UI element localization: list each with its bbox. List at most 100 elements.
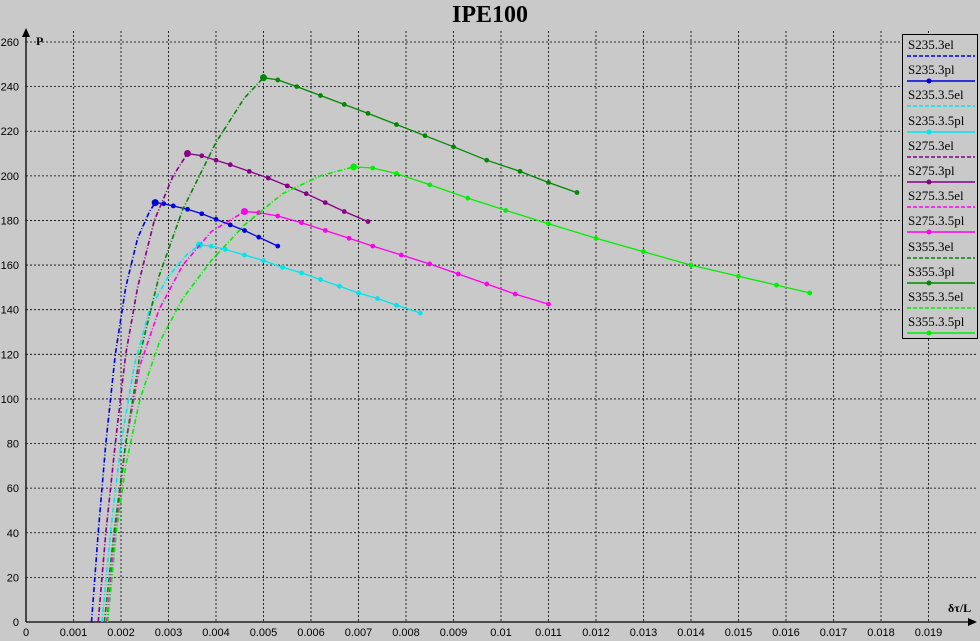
legend-item: S235.3.5pl bbox=[907, 113, 977, 138]
x-tick-label: 0.019 bbox=[915, 627, 943, 639]
y-tick-label: 200 bbox=[1, 171, 19, 183]
legend-label: S275.3.5el bbox=[908, 188, 964, 204]
data-point bbox=[593, 235, 599, 241]
x-tick-label: 0.007 bbox=[345, 627, 373, 639]
chart-title: IPE100 bbox=[451, 2, 528, 28]
data-point bbox=[242, 252, 247, 258]
legend-item: S275.3.5el bbox=[907, 188, 977, 213]
x-tick-label: 0.006 bbox=[297, 627, 325, 639]
data-point bbox=[398, 252, 404, 258]
chart-legend: S235.3el S235.3pl S235.3.5el S235.3.5pl S275… bbox=[902, 34, 978, 339]
y-tick-label: 120 bbox=[1, 349, 19, 361]
y-axis-arrow bbox=[22, 28, 30, 37]
x-tick-label: 0.008 bbox=[392, 627, 420, 639]
y-tick-label: 140 bbox=[1, 305, 19, 317]
data-point bbox=[294, 84, 300, 90]
series-line-S355.3el bbox=[103, 77, 265, 623]
data-point bbox=[275, 243, 281, 249]
data-point bbox=[356, 290, 361, 296]
data-point bbox=[199, 153, 205, 159]
legend-item: S235.3.5el bbox=[907, 87, 977, 112]
data-point bbox=[688, 262, 694, 268]
legend-swatch bbox=[907, 105, 975, 108]
x-tick-label: 0.009 bbox=[440, 627, 468, 639]
legend-item: S235.3pl bbox=[907, 62, 977, 87]
data-point bbox=[318, 277, 323, 282]
data-point bbox=[807, 290, 813, 296]
data-point bbox=[265, 175, 271, 181]
x-tick-label: 0.002 bbox=[107, 627, 135, 639]
data-point bbox=[346, 235, 352, 241]
data-point bbox=[350, 163, 358, 171]
data-point bbox=[341, 102, 347, 107]
legend-item: S275.3el bbox=[907, 138, 977, 163]
y-tick-label: 180 bbox=[1, 215, 19, 227]
data-point bbox=[370, 165, 376, 171]
y-tick-label: 220 bbox=[1, 126, 19, 138]
data-point bbox=[641, 249, 646, 255]
y-tick-label: 100 bbox=[1, 394, 19, 406]
series-line-S275.3el bbox=[97, 153, 189, 623]
data-point bbox=[427, 182, 433, 188]
data-point bbox=[365, 219, 371, 224]
legend-label: S355.3el bbox=[908, 238, 954, 254]
series-line-S355.3pl bbox=[263, 77, 578, 194]
x-tick-label: 0.014 bbox=[677, 627, 705, 639]
legend-label: S235.3el bbox=[908, 37, 954, 52]
legend-item: S275.3.5pl bbox=[907, 213, 977, 238]
x-tick-label: 0.017 bbox=[820, 627, 848, 639]
legend-label: S275.3el bbox=[908, 137, 954, 153]
legend-swatch bbox=[907, 256, 975, 259]
x-tick-label: 0.005 bbox=[250, 627, 278, 639]
series-line-S275.3.5el bbox=[106, 210, 245, 623]
data-point bbox=[227, 162, 233, 168]
data-point bbox=[774, 282, 779, 288]
legend-label: S235.3.5el bbox=[908, 87, 964, 103]
data-point bbox=[185, 206, 190, 212]
data-point bbox=[322, 228, 328, 233]
legend-label: S355.3pl bbox=[908, 263, 955, 279]
legend-swatch bbox=[907, 307, 975, 309]
legend-label: S355.3.5el bbox=[908, 289, 964, 304]
data-point bbox=[422, 133, 428, 139]
data-point bbox=[208, 243, 214, 249]
data-point bbox=[213, 157, 219, 163]
data-point bbox=[256, 234, 262, 240]
data-point bbox=[322, 200, 328, 206]
data-point bbox=[241, 208, 248, 216]
data-point bbox=[451, 144, 456, 150]
y-tick-label: 80 bbox=[7, 439, 19, 451]
data-point bbox=[574, 190, 580, 195]
data-point bbox=[394, 171, 399, 177]
data-point bbox=[546, 221, 551, 227]
y-tick-label: 240 bbox=[1, 82, 19, 94]
x-tick-label: 0.016 bbox=[772, 627, 800, 639]
data-point bbox=[261, 258, 266, 264]
legend-item: S355.3pl bbox=[907, 264, 977, 289]
x-tick-label: 0.015 bbox=[725, 627, 753, 639]
legend-swatch bbox=[907, 206, 975, 208]
data-point bbox=[170, 203, 176, 209]
x-tick-label: 0.004 bbox=[202, 627, 230, 639]
x-axis-label: δτ/L bbox=[948, 601, 971, 615]
legend-item: S235.3el bbox=[907, 37, 977, 62]
data-point bbox=[365, 110, 371, 116]
x-tick-label: 0.013 bbox=[630, 627, 658, 639]
series-line-S235.3el bbox=[90, 202, 156, 623]
x-tick-label: 0.001 bbox=[60, 627, 88, 639]
x-tick-label: 0.018 bbox=[867, 627, 895, 639]
legend-label: S235.3.5pl bbox=[908, 112, 965, 128]
y-tick-label: 20 bbox=[7, 572, 19, 584]
data-point bbox=[455, 271, 461, 277]
data-point bbox=[465, 195, 471, 201]
y-tick-label: 260 bbox=[1, 37, 19, 49]
data-point bbox=[417, 310, 423, 316]
data-point bbox=[303, 191, 309, 197]
legend-item: S355.3.5pl bbox=[907, 314, 977, 339]
legend-swatch bbox=[907, 129, 975, 135]
series-line-S275.3pl bbox=[187, 152, 369, 223]
data-point bbox=[394, 302, 399, 308]
data-point bbox=[546, 180, 551, 185]
data-point bbox=[284, 183, 290, 189]
